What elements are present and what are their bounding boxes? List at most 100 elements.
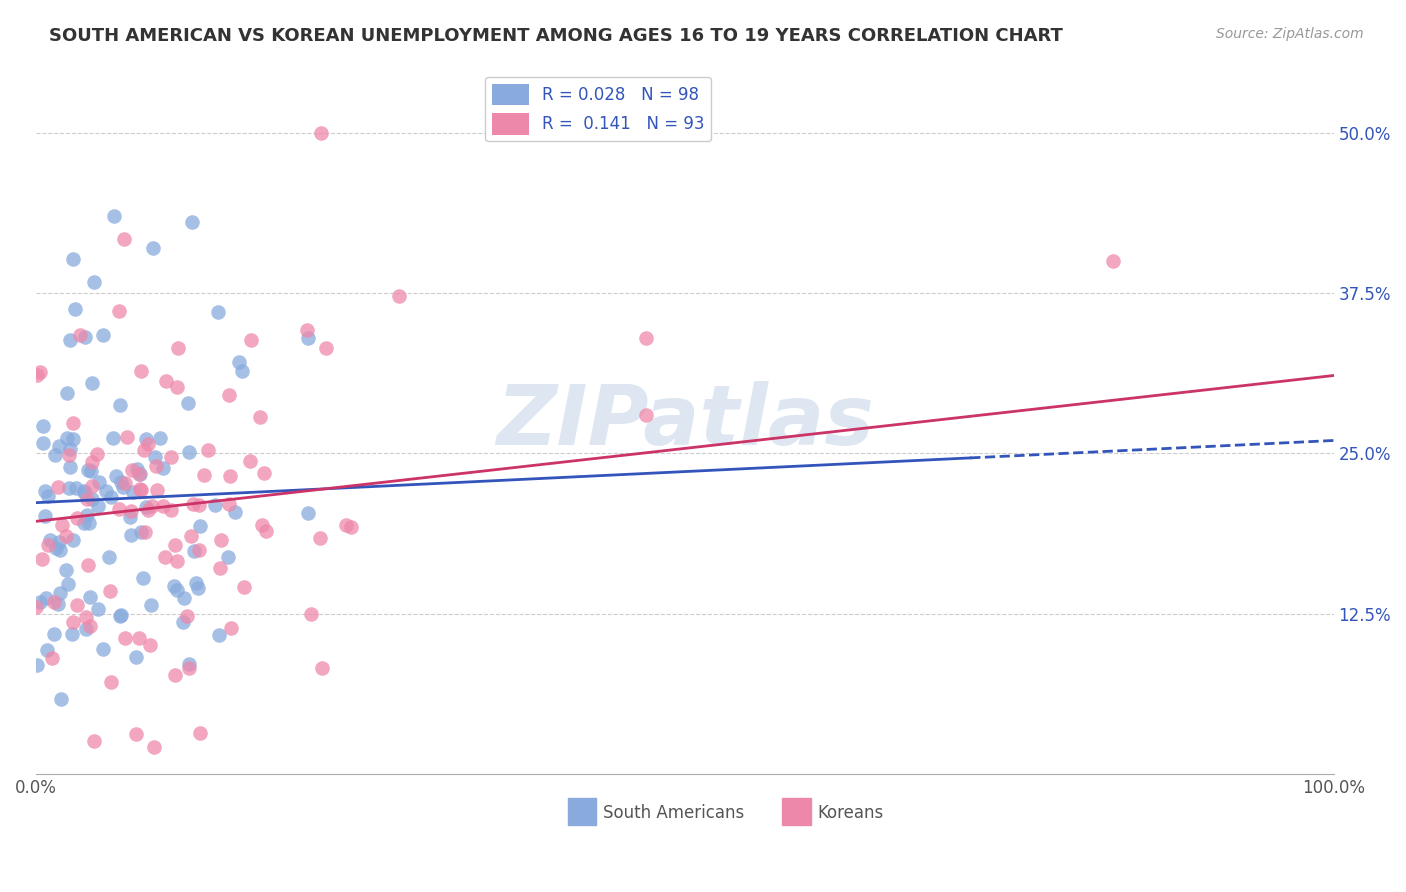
Point	[56, 577, 79, 591]
Point	[86, 448, 108, 462]
Text: SOUTH AMERICAN VS KOREAN UNEMPLOYMENT AMONG AGES 16 TO 19 YEARS CORRELATION CHAR: SOUTH AMERICAN VS KOREAN UNEMPLOYMENT AM…	[49, 27, 1063, 45]
Point	[166, 554, 188, 568]
Point	[188, 519, 211, 533]
Point	[108, 608, 131, 623]
Point	[180, 215, 202, 229]
Point	[142, 740, 165, 755]
Point	[27, 658, 49, 673]
Point	[110, 608, 132, 623]
Point	[49, 586, 72, 600]
Point	[197, 443, 219, 458]
Point	[34, 509, 56, 524]
Point	[104, 469, 127, 483]
Point	[27, 368, 49, 383]
Point	[100, 584, 122, 599]
Point	[76, 508, 98, 523]
Point	[89, 475, 111, 490]
Point	[179, 657, 201, 671]
Point	[297, 507, 319, 521]
Point	[82, 479, 104, 493]
Point	[121, 463, 143, 477]
Point	[114, 475, 136, 490]
Point	[73, 484, 96, 499]
Point	[62, 533, 84, 547]
Point	[59, 442, 82, 456]
Text: Koreans: Koreans	[817, 804, 883, 822]
Text: South Americans: South Americans	[603, 804, 744, 822]
Point	[91, 642, 114, 657]
Point	[132, 571, 155, 585]
Point	[129, 364, 152, 378]
Point	[187, 543, 209, 558]
Point	[55, 529, 77, 543]
Point	[187, 582, 209, 596]
Point	[299, 607, 322, 621]
Point	[37, 538, 59, 552]
Point	[77, 558, 100, 572]
Point	[128, 467, 150, 481]
Point	[221, 621, 243, 635]
Point	[49, 542, 72, 557]
Point	[167, 341, 190, 355]
Point	[97, 550, 120, 565]
Point	[46, 597, 69, 611]
Bar	[782, 798, 811, 825]
Point	[63, 301, 86, 316]
Point	[340, 519, 363, 533]
Point	[129, 482, 152, 496]
Point	[87, 602, 110, 616]
Point	[311, 661, 333, 675]
Point	[51, 517, 73, 532]
Point	[34, 484, 56, 499]
Point	[66, 511, 89, 525]
Point	[249, 410, 271, 425]
Point	[155, 549, 177, 564]
Point	[204, 498, 226, 512]
Point	[120, 528, 142, 542]
Point	[100, 491, 122, 505]
Point	[160, 503, 183, 517]
Text: ZIPatlas: ZIPatlas	[496, 381, 873, 462]
Point	[91, 328, 114, 343]
Point	[115, 430, 138, 444]
Point	[112, 479, 135, 493]
Point	[240, 333, 263, 347]
Point	[28, 595, 51, 609]
Point	[77, 516, 100, 530]
Point	[37, 489, 59, 503]
Point	[108, 501, 131, 516]
Point	[315, 341, 337, 355]
Point	[42, 627, 65, 641]
Point	[308, 531, 330, 545]
Point	[135, 500, 157, 514]
Point	[58, 460, 80, 475]
Legend: R = 0.028   N = 98, R =  0.141   N = 93: R = 0.028 N = 98, R = 0.141 N = 93	[485, 77, 711, 141]
Point	[163, 579, 186, 593]
Point	[45, 541, 67, 555]
Point	[634, 408, 657, 422]
Point	[177, 661, 200, 675]
Point	[41, 651, 63, 665]
Point	[56, 431, 79, 445]
Bar	[568, 798, 596, 825]
Point	[188, 726, 211, 740]
Point	[62, 615, 84, 629]
Point	[180, 529, 202, 543]
Point	[76, 491, 98, 506]
Point	[60, 627, 83, 641]
Point	[163, 538, 186, 552]
Point	[112, 232, 135, 246]
Point	[83, 275, 105, 289]
Point	[254, 524, 277, 538]
Point	[207, 305, 229, 319]
Point	[96, 484, 118, 499]
Point	[55, 564, 77, 578]
Point	[134, 525, 156, 540]
Point	[100, 674, 122, 689]
Point	[32, 419, 55, 434]
Point	[173, 591, 195, 605]
Point	[208, 628, 231, 642]
Point	[62, 432, 84, 446]
Point	[135, 432, 157, 446]
Point	[79, 619, 101, 633]
